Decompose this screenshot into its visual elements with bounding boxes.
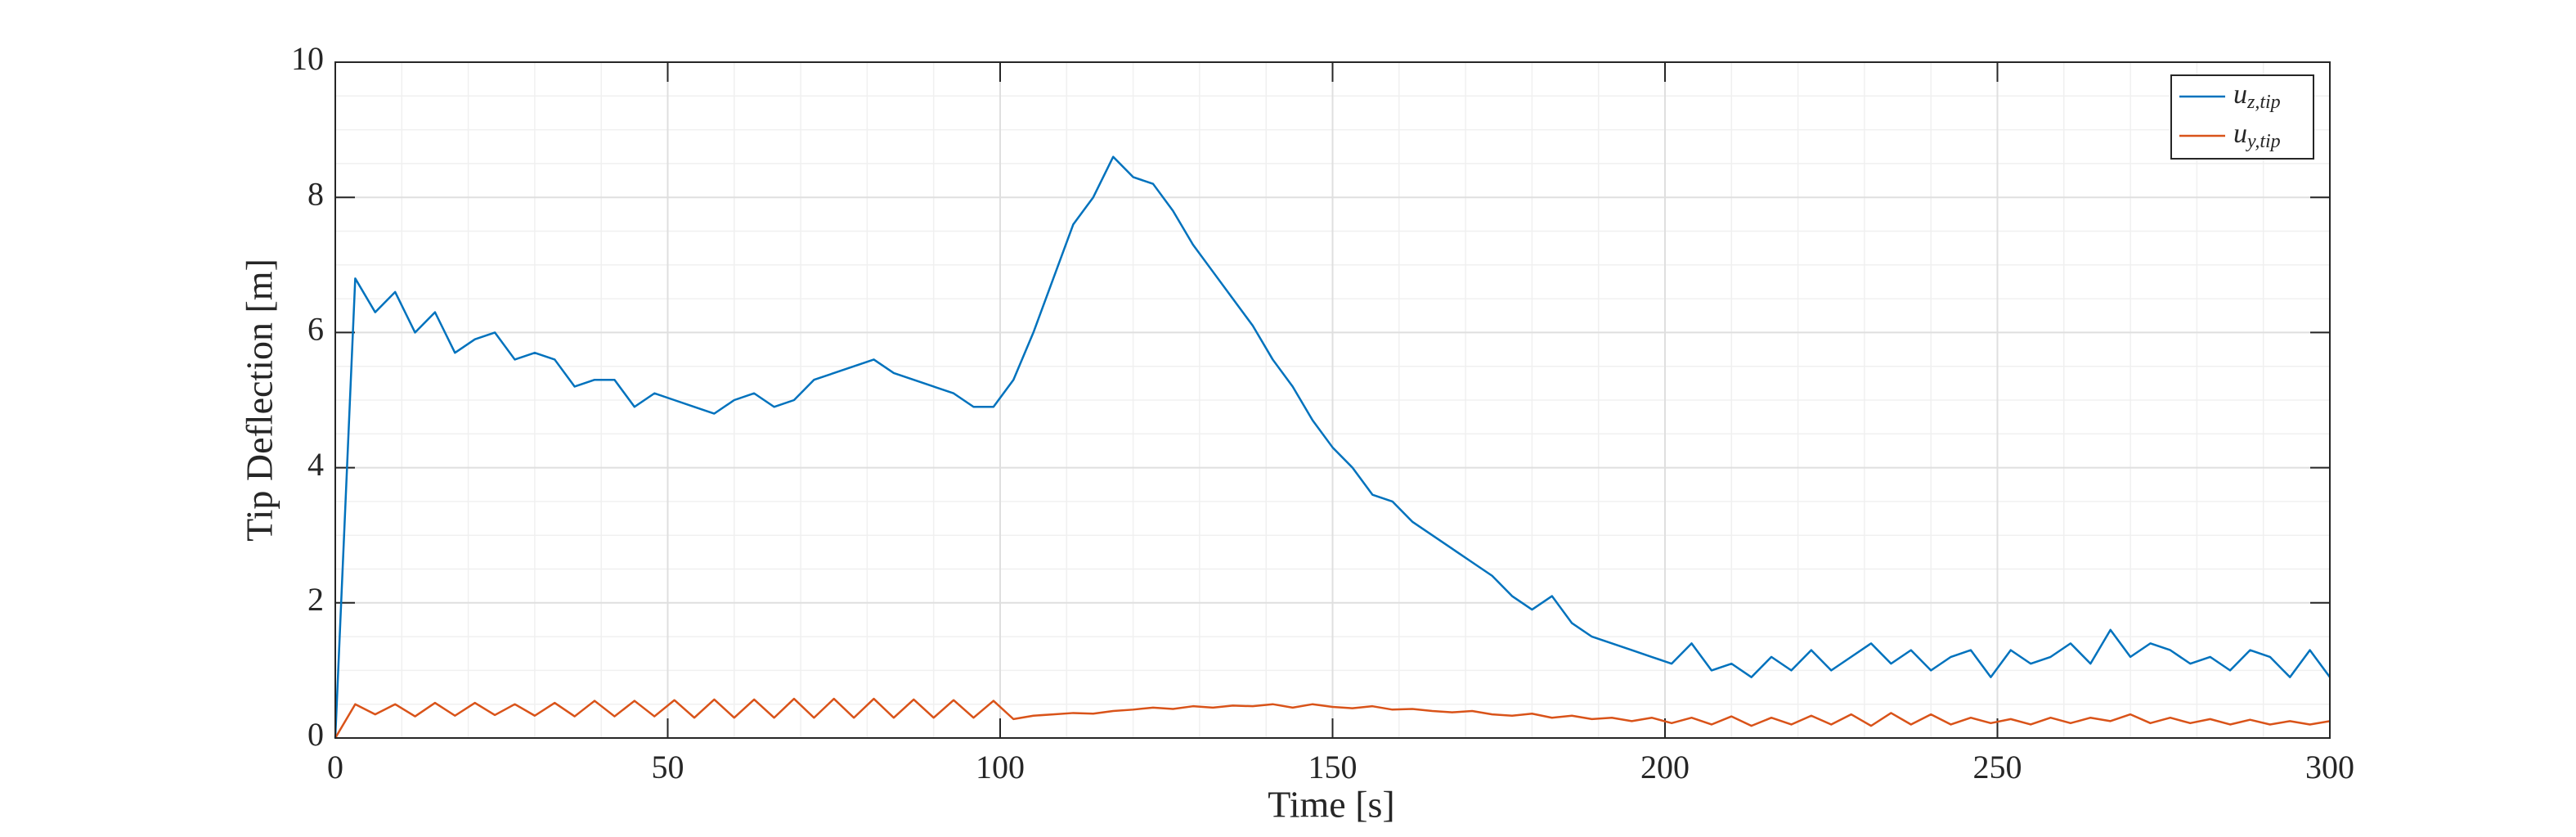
y-tick-label: 8 bbox=[307, 175, 324, 212]
x-tick-label: 50 bbox=[652, 749, 684, 785]
x-tick-label: 200 bbox=[1640, 749, 1690, 785]
y-tick-label: 4 bbox=[307, 446, 324, 483]
x-tick-label: 300 bbox=[2305, 749, 2354, 785]
y-axis-label: Tip Deflection [m] bbox=[239, 259, 280, 542]
x-axis-label: Time [s] bbox=[1268, 784, 1395, 826]
x-tick-label: 0 bbox=[327, 749, 343, 785]
plot-frame bbox=[334, 61, 2331, 739]
x-tick-label: 100 bbox=[976, 749, 1025, 785]
x-tick-label: 250 bbox=[1973, 749, 2022, 785]
legend-label: uy,tip bbox=[2233, 119, 2281, 152]
y-tick-label: 6 bbox=[307, 311, 324, 348]
legend-label: uz,tip bbox=[2233, 79, 2281, 113]
x-tick-label: 150 bbox=[1308, 749, 1358, 785]
legend: uz,tip uy,tip bbox=[2170, 74, 2314, 160]
y-tick-label: 0 bbox=[307, 716, 324, 753]
y-tick-label: 2 bbox=[307, 581, 324, 618]
data-line bbox=[334, 155, 2331, 739]
data-line bbox=[334, 697, 2331, 739]
y-tick-label: 10 bbox=[291, 40, 324, 77]
legend-box bbox=[2170, 74, 2314, 160]
